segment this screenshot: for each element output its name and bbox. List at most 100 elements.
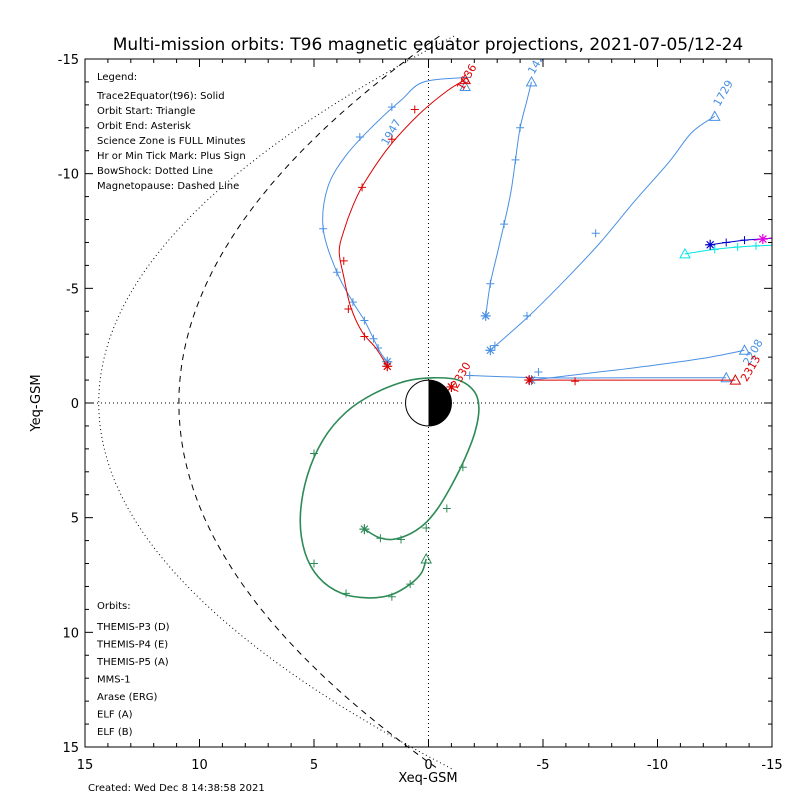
orbit-end-asterisk — [705, 239, 716, 250]
hour-tick-mark — [344, 304, 353, 313]
hour-tick-mark — [310, 559, 318, 568]
hour-tick-mark — [387, 592, 396, 601]
y-tick-label: -10 — [58, 168, 79, 183]
orbit-track: 1420 — [480, 59, 550, 321]
created-timestamp: Created: Wed Dec 8 14:38:58 2021 — [88, 783, 265, 794]
y-tick-label: 0 — [71, 397, 79, 412]
hour-tick-mark — [376, 534, 385, 543]
orbits-legend-entry: ELF (B) — [97, 727, 133, 738]
orbit-start-triangle — [720, 371, 733, 383]
orbit-track: 2313 — [524, 353, 763, 386]
orbit-line — [485, 81, 532, 316]
orbits-legend-entry: MMS-1 — [97, 675, 131, 686]
orbit-line — [489, 115, 716, 351]
hour-tick-mark — [319, 224, 328, 233]
legend-line: Magnetopause: Dashed Line — [97, 181, 239, 192]
hour-tick-mark — [358, 183, 367, 192]
hour-tick-mark — [486, 279, 495, 288]
hour-tick-mark — [332, 268, 341, 277]
hour-tick-mark — [369, 334, 378, 343]
x-tick-label: -10 — [647, 758, 668, 773]
hour-tick-mark — [733, 243, 742, 252]
orbit-end-asterisk — [359, 524, 370, 535]
chart-title: Multi-mission orbits: T96 magnetic equat… — [113, 35, 744, 55]
hour-tick-mark — [348, 298, 357, 307]
orbit-track — [753, 234, 772, 245]
hour-tick-mark — [360, 316, 369, 325]
earth-icon — [405, 379, 452, 427]
orbit-track: 1947 — [319, 76, 471, 367]
orbit-line — [338, 79, 466, 367]
hour-tick-mark — [516, 123, 525, 132]
y-tick-label: 10 — [62, 626, 79, 641]
orbits-legend-entry: THEMIS-P5 (A) — [96, 657, 169, 668]
orbits-legend-entry: Arase (ERG) — [97, 692, 158, 703]
y-tick-label: -5 — [66, 282, 79, 297]
orbits-legend-entry: THEMIS-P4 (E) — [96, 640, 168, 651]
hour-tick-mark — [360, 332, 369, 341]
hour-tick-mark — [387, 103, 396, 112]
orbit-end-asterisk — [757, 234, 768, 245]
orbits-legend-entry: ELF (A) — [97, 710, 133, 721]
orbit-track: 1729 — [485, 78, 736, 356]
hour-tick-mark — [342, 589, 351, 598]
legend-line: Hr or Min Tick Mark: Plus Sign — [97, 151, 246, 162]
hour-tick-mark — [571, 377, 580, 386]
x-tick-label: 0 — [424, 758, 432, 773]
legend-line: Orbit Start: Triangle — [97, 106, 195, 117]
hour-tick-mark — [458, 463, 467, 472]
hour-tick-mark — [406, 580, 415, 589]
orbit-time-label: 1636 — [454, 62, 479, 93]
orbit-start-triangle — [729, 374, 742, 385]
orbit-end-asterisk — [485, 345, 496, 356]
orbits-header: Orbits: — [97, 601, 131, 612]
y-axis-label: Yeq-GSM — [29, 374, 44, 432]
orbit-time-label: 1947 — [379, 117, 404, 148]
orbit-track — [299, 376, 480, 601]
hour-tick-mark — [465, 371, 474, 380]
legend-box: Legend: Trace2Equator(t96): Solid Orbit St… — [96, 72, 246, 192]
orbit-start-triangle — [420, 552, 433, 564]
axis-ticks: 15 10 5 0 -5 -10 -15 -15 -10 -5 0 5 10 15 — [58, 53, 783, 773]
legend-line: BowShock: Dotted Line — [97, 166, 213, 177]
hour-tick-mark — [410, 105, 419, 114]
hour-tick-mark — [500, 220, 509, 229]
earth-nightside — [428, 380, 452, 426]
orbit-end-asterisk — [480, 310, 491, 321]
orbit-line — [469, 375, 727, 379]
orbit-line — [684, 244, 772, 255]
orbit-end-asterisk — [524, 375, 535, 386]
legend-line: Science Zone is FULL Minutes — [97, 136, 246, 147]
bowshock-curve — [98, 35, 455, 771]
x-axis-label: Xeq-GSM — [398, 771, 457, 786]
orbit-end-asterisk — [382, 361, 393, 372]
legend-line: Trace2Equator(t96): Solid — [96, 91, 225, 102]
y-tick-label: -15 — [58, 53, 79, 68]
hour-tick-mark — [310, 449, 318, 458]
legend-header: Legend: — [97, 72, 137, 83]
orbit-track — [465, 371, 733, 383]
orbits-legend: Orbits: THEMIS-P3 (D) THEMIS-P4 (E) THEMIS-… — [96, 601, 170, 738]
orbit-line — [531, 349, 745, 381]
hour-tick-mark — [740, 236, 749, 245]
hour-tick-mark — [534, 368, 543, 377]
x-tick-label: 10 — [191, 758, 208, 773]
y-tick-label: 15 — [62, 741, 79, 756]
hour-tick-mark — [722, 238, 731, 247]
orbit-end-asterisk — [446, 381, 457, 392]
orbit-start-triangle — [525, 75, 538, 87]
y-tick-label: 5 — [71, 512, 79, 527]
hour-tick-mark — [490, 341, 499, 350]
hour-tick-mark — [339, 256, 348, 265]
orbit-start-triangle — [738, 344, 751, 355]
hour-tick-mark — [422, 523, 431, 532]
magnetopause-curve — [178, 35, 440, 771]
hour-tick-mark — [442, 504, 451, 513]
orbit-time-label: 1729 — [711, 78, 736, 109]
hour-tick-mark — [779, 241, 787, 249]
orbit-track: 1636 — [338, 62, 479, 372]
hour-tick-mark — [751, 241, 760, 250]
hour-tick-mark — [387, 135, 396, 144]
orbits-legend-entry: THEMIS-P3 (D) — [96, 622, 170, 633]
